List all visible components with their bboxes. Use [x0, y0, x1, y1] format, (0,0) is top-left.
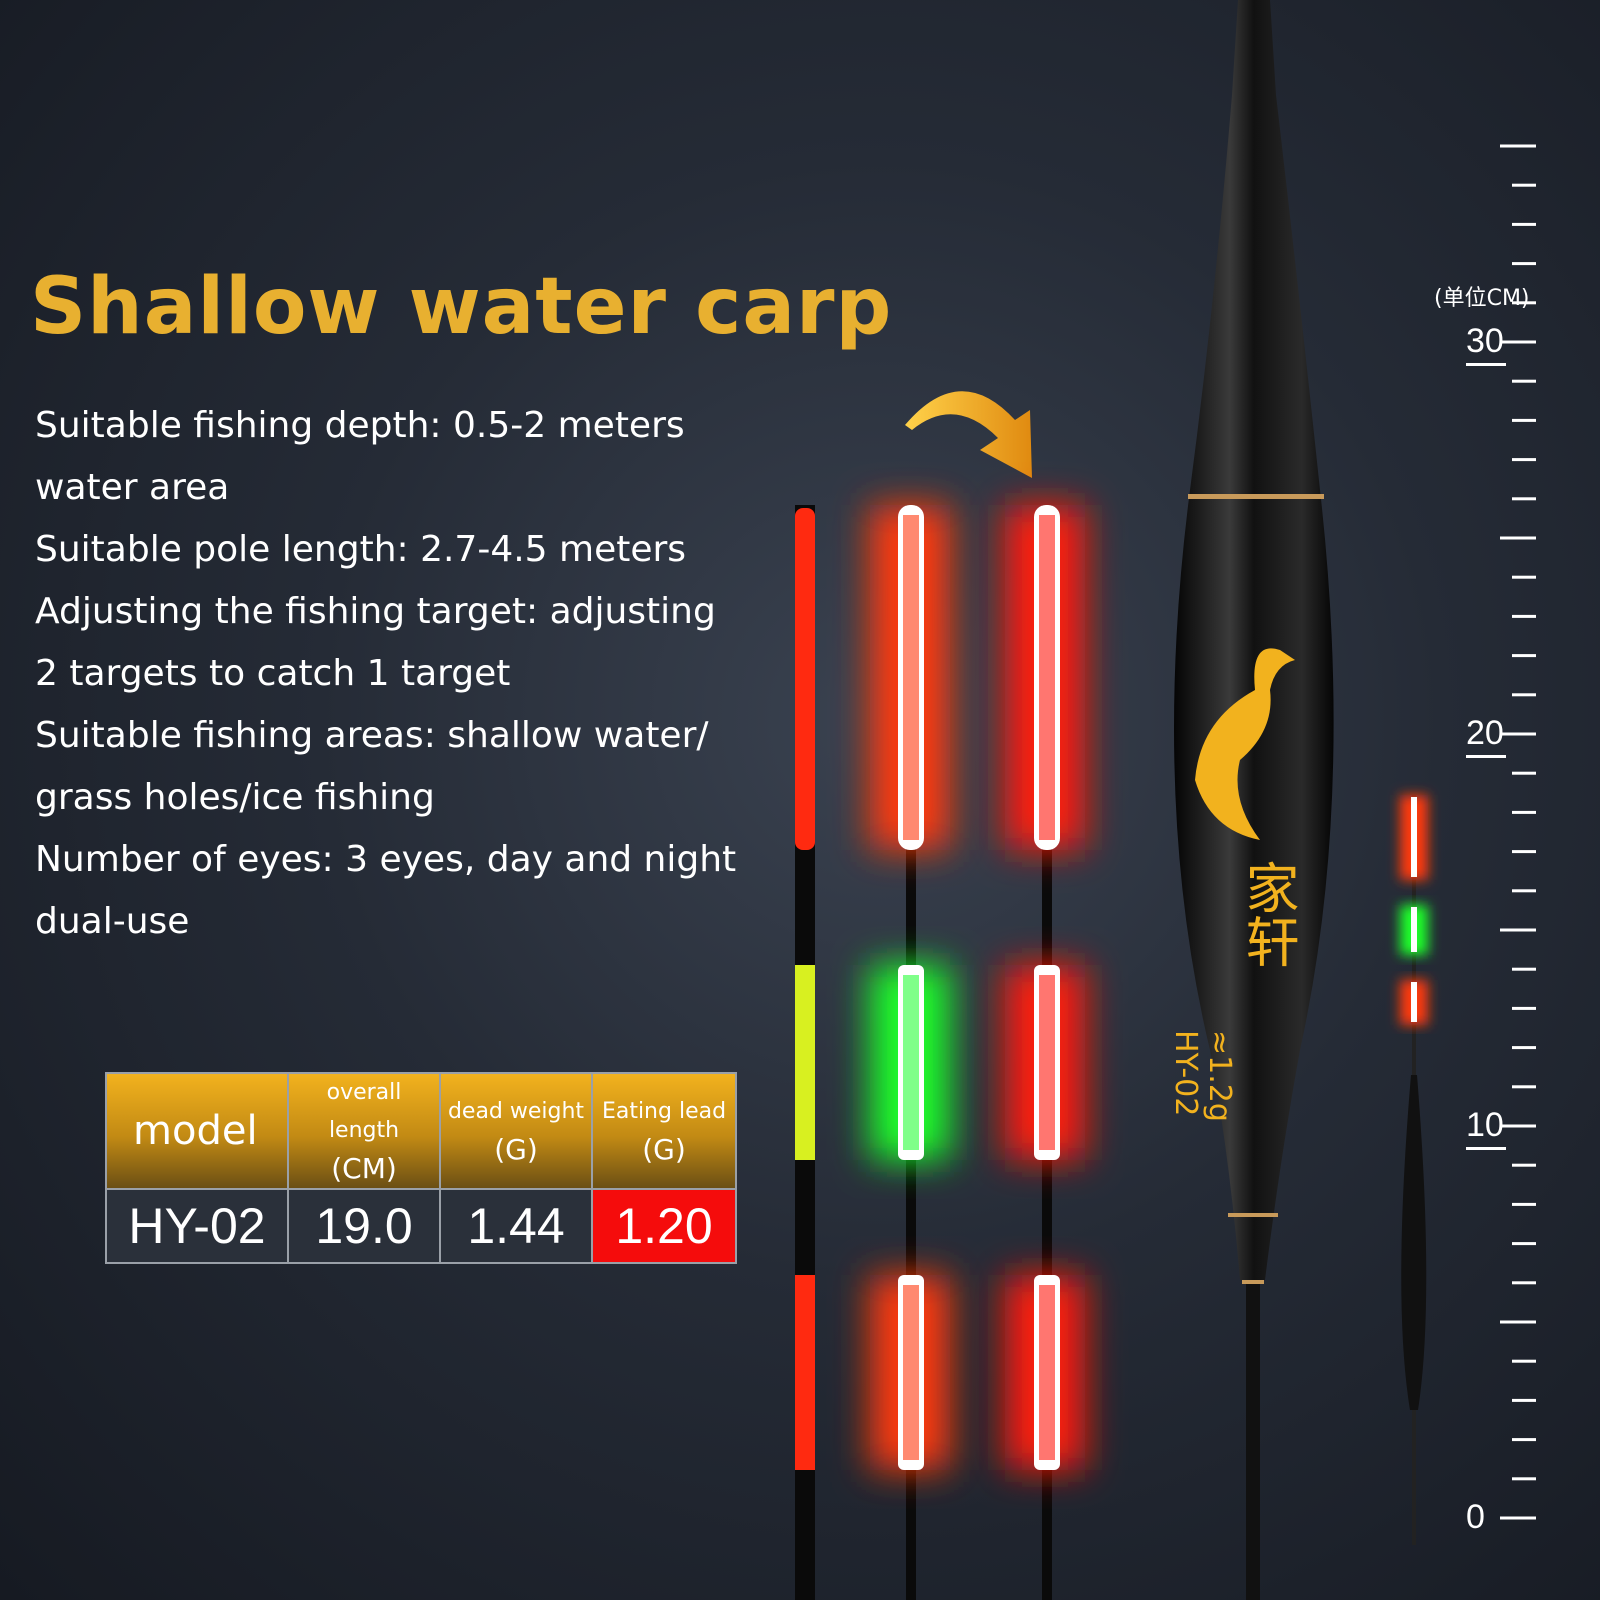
ruler-tick: [1500, 536, 1536, 540]
ruler-tick: [1512, 967, 1536, 971]
curved-arrow-icon: [905, 391, 1032, 478]
ruler-tick: [1500, 1320, 1536, 1324]
spec-line: water area: [35, 467, 230, 508]
spec-line: Suitable fishing depth: 0.5-2 meters: [35, 405, 685, 446]
spec-line: 2 targets to catch 1 target: [35, 653, 511, 694]
page-title: Shallow water carp: [30, 262, 893, 352]
ruler-tick: [1512, 1281, 1536, 1285]
float-body: [1174, 0, 1334, 1600]
cell-length: 19.0: [287, 1188, 441, 1264]
ruler-tick: [1512, 771, 1536, 775]
ruler-tick: [1512, 458, 1536, 462]
header-unit: (G): [494, 1133, 538, 1166]
ruler-tick: [1512, 301, 1536, 305]
ruler-tick: [1500, 732, 1536, 736]
header-dead-weight: dead weight (G): [439, 1072, 593, 1190]
float-brand: 家轩: [1236, 860, 1299, 968]
header-length: overall length (CM): [287, 1072, 441, 1190]
spec-line: Number of eyes: 3 eyes, day and night: [35, 839, 737, 880]
ruler-tick: [1512, 1398, 1536, 1402]
ruler-tick: [1512, 418, 1536, 422]
ruler-tick: [1512, 1006, 1536, 1010]
ruler-tick: [1512, 497, 1536, 501]
ruler-tick: [1500, 144, 1536, 148]
float-model-label: ≈1.2g HY-02: [1168, 1030, 1237, 1122]
cell-dead-weight: 1.44: [439, 1188, 593, 1264]
ruler-tick: [1512, 693, 1536, 697]
ruler-tick: [1512, 222, 1536, 226]
ruler-label-30: 30: [1466, 322, 1506, 366]
ruler-scale: [1500, 144, 1536, 1520]
ruler-label-20: 20: [1466, 714, 1506, 758]
spec-list: Suitable fishing depth: 0.5-2 meters wat…: [35, 395, 795, 953]
ruler-tick: [1512, 1202, 1536, 1206]
ruler-tick: [1512, 654, 1536, 658]
header-text: overall length: [326, 1080, 402, 1143]
spec-table: model overall length (CM) dead weight (G) …: [105, 1072, 737, 1264]
float-weight: ≈1.2g: [1202, 1030, 1237, 1122]
ruler-label-10: 10: [1466, 1106, 1506, 1150]
ruler-tick: [1512, 1359, 1536, 1363]
header-eating-lead: Eating lead (G): [591, 1072, 737, 1190]
ruler-tick: [1500, 928, 1536, 932]
ruler-tick: [1512, 575, 1536, 579]
table-header-row: model overall length (CM) dead weight (G) …: [105, 1072, 737, 1190]
spec-line: Suitable pole length: 2.7-4.5 meters: [35, 529, 687, 570]
ruler-tick: [1512, 262, 1536, 266]
cell-model: HY-02: [105, 1188, 289, 1264]
ruler-tick: [1512, 1046, 1536, 1050]
spec-line: Suitable fishing areas: shallow water/: [35, 715, 709, 756]
header-unit: (G): [642, 1133, 686, 1166]
header-text: Eating lead: [601, 1099, 727, 1124]
float-tip-night-red-green: [870, 505, 950, 1600]
peacock-logo-icon: [1195, 648, 1295, 840]
ruler-tick: [1512, 1163, 1536, 1167]
ruler-tick: [1512, 379, 1536, 383]
spec-line: Adjusting the fishing target: adjusting: [35, 591, 716, 632]
ruler-label-0: 0: [1466, 1498, 1485, 1536]
spec-line: grass holes/ice fishing: [35, 777, 435, 818]
small-float: [1400, 795, 1428, 1545]
spec-line: dual-use: [35, 901, 190, 942]
ruler-tick: [1512, 850, 1536, 854]
ruler-tick: [1512, 889, 1536, 893]
table-row: HY-02 19.0 1.44 1.20: [105, 1188, 737, 1264]
cell-eating-lead: 1.20: [591, 1188, 737, 1264]
header-unit: (CM): [331, 1152, 397, 1185]
float-tip-night-red: [1005, 505, 1085, 1600]
header-text: dead weight: [447, 1099, 585, 1124]
ruler-unit: (单位CM): [1434, 286, 1530, 311]
ruler-tick: [1512, 614, 1536, 618]
ruler-tick: [1500, 1516, 1536, 1520]
float-tip-day: [795, 505, 815, 1600]
header-model: model: [105, 1072, 289, 1190]
ruler-tick: [1512, 183, 1536, 187]
float-model: HY-02: [1168, 1030, 1203, 1117]
ruler-tick: [1500, 340, 1536, 344]
ruler-tick: [1500, 1124, 1536, 1128]
ruler-tick: [1512, 1438, 1536, 1442]
ruler-tick: [1512, 810, 1536, 814]
ruler-tick: [1512, 1085, 1536, 1089]
ruler-tick: [1512, 1242, 1536, 1246]
ruler-tick: [1512, 1477, 1536, 1481]
